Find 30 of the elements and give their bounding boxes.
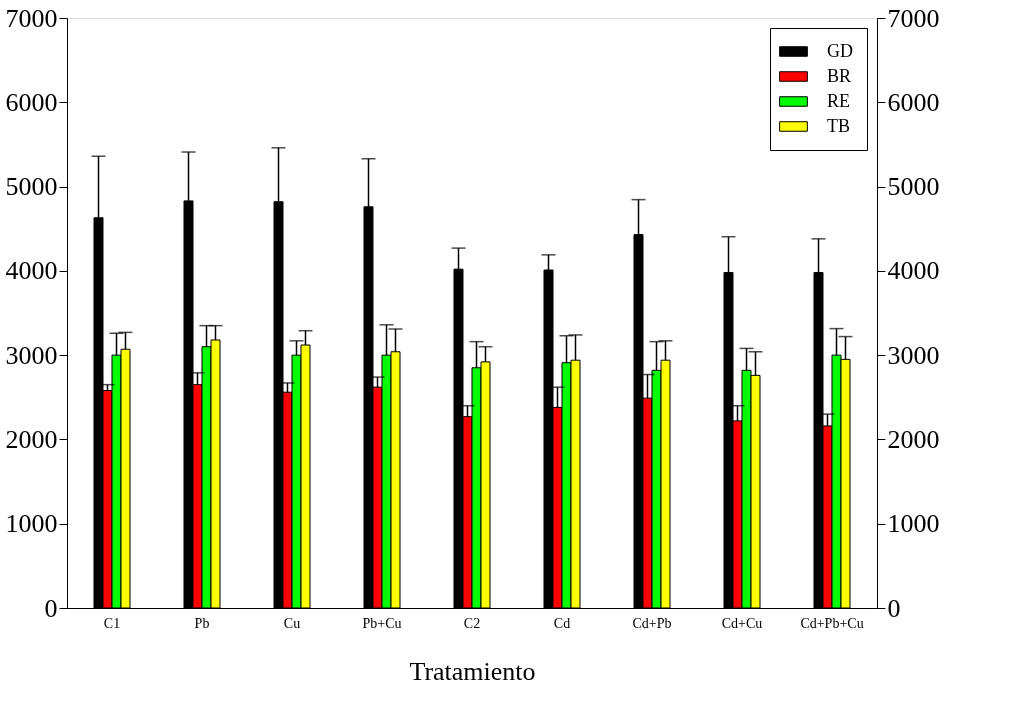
y-tick-label: 1000 (5, 509, 58, 539)
y-tick-label: 5000 (5, 172, 58, 202)
legend-label: RE (827, 90, 851, 111)
x-tick-label: Cd+Pb+Cu (800, 615, 864, 631)
y2-tick-label: 7000 (887, 3, 940, 33)
x-tick-label: Cd+Pb (632, 615, 672, 631)
x-tick-label: Cd+Cu (721, 615, 763, 631)
y-tick-label: 2000 (5, 424, 58, 454)
y-tick-label: 0 (44, 593, 58, 623)
y2-tick-label: 0 (887, 593, 901, 623)
y-tick-label: 4000 (5, 256, 58, 286)
x-tick-label: Cd (553, 615, 571, 631)
legend-label: GD (827, 40, 853, 61)
y-tick-label: 6000 (5, 87, 58, 117)
legend-label: BR (827, 65, 852, 86)
y2-tick-label: 6000 (887, 87, 940, 117)
y-tick-label: 7000 (5, 3, 58, 33)
legend-label: TB (827, 115, 851, 136)
y2-tick-label: 5000 (887, 172, 940, 202)
x-tick-label: Pb+Cu (362, 615, 402, 631)
x-tick-label: C1 (103, 615, 121, 631)
y2-tick-label: 4000 (887, 256, 940, 286)
x-tick-label: Pb (194, 615, 210, 631)
x-axis-title: Tratamiento (409, 656, 536, 686)
y2-tick-label: 2000 (887, 424, 940, 454)
y2-tick-label: 3000 (887, 340, 940, 370)
x-tick-label: C2 (463, 615, 481, 631)
y2-tick-label: 1000 (887, 509, 940, 539)
y-tick-label: 3000 (5, 340, 58, 370)
x-tick-label: Cu (283, 615, 301, 631)
